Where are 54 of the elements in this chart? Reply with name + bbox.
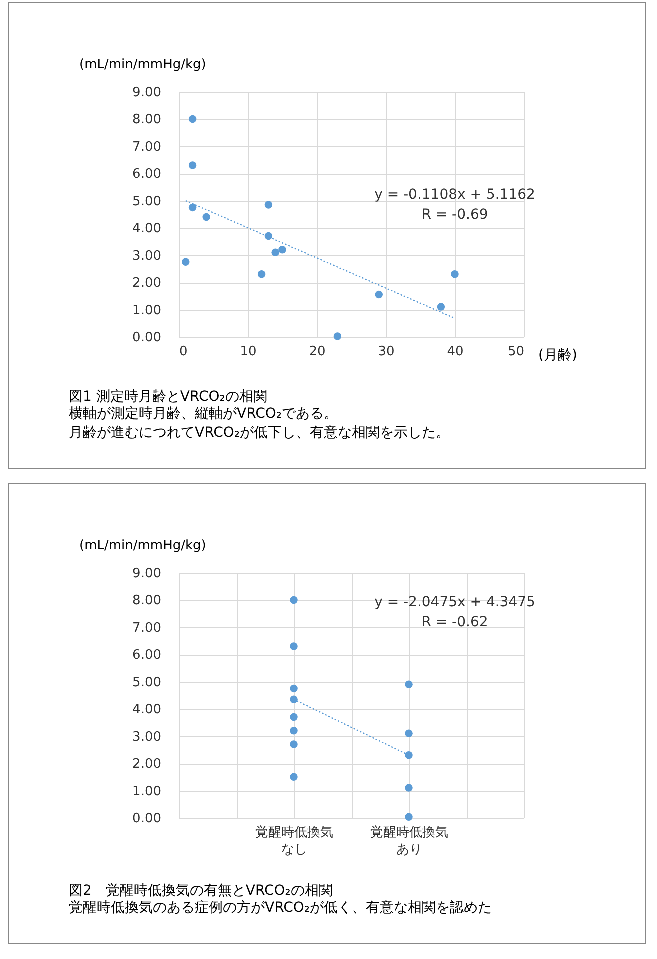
point	[182, 258, 190, 266]
point	[264, 232, 273, 240]
x-tick-label: 30	[378, 344, 395, 360]
point	[202, 213, 210, 222]
y-tick-label: 3.00	[132, 248, 162, 264]
y-tick-label: 5.00	[132, 194, 162, 210]
annotation: R = -0.69	[422, 206, 488, 223]
x-tick-label: 覚醒時低換気あり	[370, 826, 448, 858]
point	[451, 270, 459, 278]
text: 図1 測定時月齢とVRCO₂の相関	[69, 389, 268, 405]
y-tick-label: 5.00	[132, 675, 162, 690]
point	[272, 248, 280, 256]
annotation: y = -0.1108x + 5.1162	[374, 186, 536, 203]
y-tick-label: 6.00	[132, 648, 162, 664]
y-tick-label: 0.00	[132, 812, 162, 826]
y-tick-label: 6.00	[132, 167, 162, 182]
y-tick-label: 2.00	[132, 757, 162, 772]
y-tick-label: 9.00	[132, 566, 162, 582]
annotation: R = -0.62	[422, 614, 488, 630]
point	[264, 201, 273, 209]
y-tick-label: 9.00	[132, 86, 162, 100]
y-tick-label: 2.00	[132, 276, 162, 292]
point	[258, 270, 266, 278]
y-tick-label: 8.00	[132, 594, 162, 609]
text: 横軸が測定時月齢、縦軸がVRCO₂である。	[69, 406, 338, 422]
point	[188, 162, 197, 170]
y-tick-label: 7.00	[132, 140, 162, 155]
x-tick-label: 覚醒時低換気なし	[256, 826, 334, 858]
point	[375, 290, 383, 299]
point	[437, 303, 446, 311]
point	[278, 246, 286, 254]
x-tick-label: 50	[508, 344, 524, 360]
point	[334, 332, 342, 340]
y-tick-label: 4.00	[132, 702, 162, 718]
y-axis-title: (mL/min/mmHg/kg)	[80, 58, 206, 72]
y-tick-label: 1.00	[132, 303, 162, 318]
text: 月齢が進むにつれてVRCO₂が低下し、有意な相関を示した。	[69, 425, 450, 441]
y-tick-label: 1.00	[132, 784, 162, 800]
y-tick-label: 8.00	[132, 112, 162, 128]
y-tick-label: 0.00	[132, 330, 162, 346]
x-tick-label: 40	[447, 344, 464, 360]
annotation: y = -2.0475x + 4.3475	[374, 594, 536, 610]
x-axis-title: (月齢)	[538, 348, 578, 364]
y-tick-label: 3.00	[132, 730, 162, 745]
y-tick-label: 4.00	[132, 222, 162, 237]
text: 図2 覚醒時低換気の有無とVRCO₂の相関	[69, 883, 333, 899]
point	[188, 204, 197, 212]
x-tick-label: 10	[240, 344, 257, 360]
x-tick-label: 20	[309, 344, 326, 360]
y-axis-title: (mL/min/mmHg/kg)	[80, 538, 206, 554]
x-tick-label: 0	[180, 344, 188, 360]
text: 覚醒時低換気のある症例の方がVRCO₂が低く、有意な相関を認めた	[69, 900, 492, 916]
point	[188, 115, 197, 124]
y-tick-label: 7.00	[132, 620, 162, 636]
